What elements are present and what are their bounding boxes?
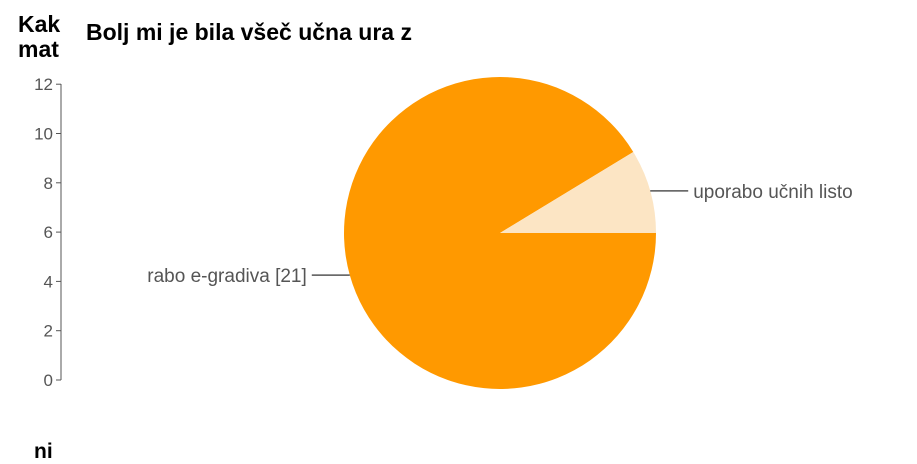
background-x-axis-label: ni (34, 440, 53, 463)
slice-label: rabo e-gradiva [21] (147, 266, 307, 287)
background-y-axis: 0 2 4 6 8 10 12 (34, 75, 62, 390)
y-tick-label: 10 (34, 125, 53, 144)
y-tick-label: 4 (44, 272, 53, 291)
pie-chart-panel: rabo e-gradiva [21] uporabo učnih listo B… (66, 10, 917, 410)
background-chart-title: Kak mat (18, 12, 61, 62)
chart-title: Bolj mi je bila všeč učna ura z (86, 19, 412, 45)
y-tick-label: 8 (44, 174, 53, 193)
y-tick-label: 12 (34, 75, 53, 94)
y-tick-label: 6 (44, 223, 53, 242)
y-tick-label: 2 (44, 322, 53, 341)
pie-slice (500, 151, 656, 233)
slice-label: uporabo učnih listo (693, 182, 853, 203)
pie-chart: rabo e-gradiva [21] uporabo učnih listo (147, 76, 853, 389)
y-tick-label: 0 (44, 371, 53, 390)
pie-slice (343, 76, 656, 389)
